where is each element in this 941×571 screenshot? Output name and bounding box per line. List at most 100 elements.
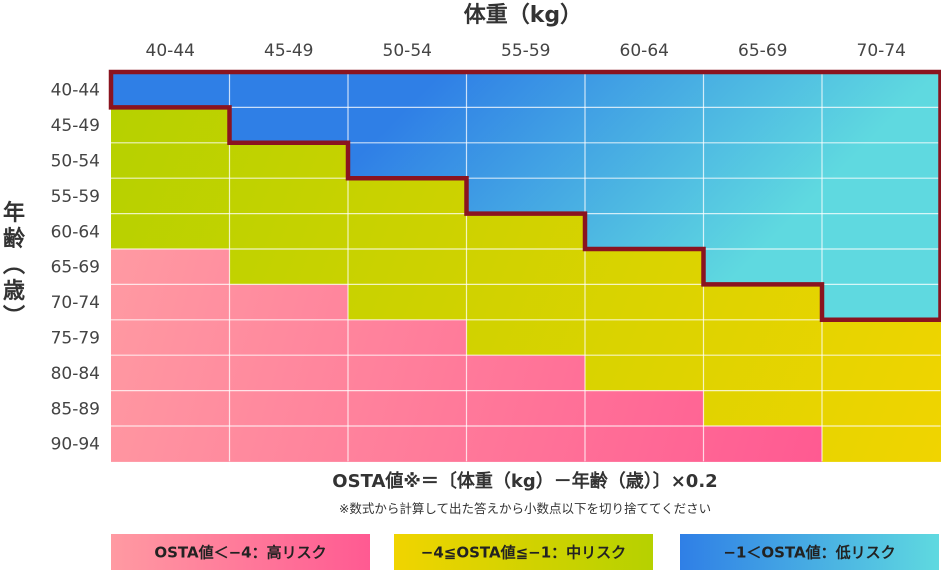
x-tick-labels: 40-44 45-49 50-54 55-59 60-64 65-69 70-74: [146, 41, 906, 61]
y-tick-label: 50-54: [51, 152, 100, 172]
heatmap-cell-high: [585, 390, 704, 427]
heatmap-cell-mid: [703, 355, 823, 392]
legend-swatch-high: [111, 534, 370, 570]
heatmap-cell-mid: [585, 249, 704, 285]
heatmap-cell-mid: [822, 319, 941, 356]
heatmap-cell-mid: [822, 355, 941, 392]
heatmap-cell-low: [585, 72, 704, 108]
heatmap-cell-low: [822, 107, 941, 144]
x-tick-label: 40-44: [146, 41, 195, 61]
heatmap-cell-mid: [111, 213, 230, 250]
x-tick-label: 45-49: [264, 41, 313, 61]
heatmap-cell-mid: [585, 284, 704, 321]
heatmap-cell-low: [348, 72, 467, 108]
heatmap-cell-low: [822, 178, 941, 215]
heatmap-cell-high: [348, 426, 467, 462]
heatmap-cell-low: [111, 72, 230, 108]
heatmap-cell-mid: [229, 142, 349, 179]
heatmap-cell-low: [229, 107, 349, 144]
heatmap-cell-mid: [466, 319, 586, 356]
formula-text: OSTA値※＝〔体重（kg）－年齢（歳）〕×0.2: [332, 470, 717, 492]
y-tick-label: 45-49: [51, 116, 100, 136]
heatmap-cell-mid: [703, 319, 823, 356]
heatmap-cell-high: [348, 390, 467, 427]
grid-lines: [111, 72, 941, 462]
legend-swatch-mid: [394, 534, 653, 570]
heatmap-cell-low: [229, 72, 349, 108]
heatmap-cell-low: [822, 249, 941, 285]
formula-note: ※数式から計算して出た答えから小数点以下を切り捨ててください: [339, 501, 711, 516]
heatmap-cell-mid: [229, 249, 349, 285]
x-axis-title: 体重（kg）: [464, 3, 582, 28]
heatmap-cell-mid: [585, 319, 704, 356]
heatmap-cell-low: [703, 213, 823, 250]
heatmap-cell-low: [703, 72, 823, 108]
heatmap-cell-mid: [466, 284, 586, 321]
heatmap-cell-low: [466, 72, 586, 108]
heatmap-cell-mid: [111, 107, 230, 144]
x-tick-label: 50-54: [383, 41, 432, 61]
heatmap-cell-mid: [348, 284, 467, 321]
legend-label-high: OSTA値＜−4：高リスク: [154, 544, 326, 562]
heatmap-cell-high: [466, 426, 586, 462]
x-tick-label: 70-74: [857, 41, 906, 61]
heatmap-cell-low: [703, 178, 823, 215]
heatmap-cell-low: [822, 213, 941, 250]
heatmap-cell-mid: [585, 355, 704, 392]
heatmap-cell-high: [111, 249, 230, 285]
heatmap-cell-low: [822, 72, 941, 108]
heatmap-cell-mid: [348, 249, 467, 285]
heatmap-cell-mid: [703, 284, 823, 321]
low-risk-boundary: [108, 69, 941, 323]
y-tick-label: 85-89: [51, 399, 100, 419]
heatmap-cell-mid: [348, 213, 467, 250]
heatmap-cell-mid: [111, 178, 230, 215]
legend-label-mid: −4≦OSTA値≦−1：中リスク: [421, 544, 626, 562]
heatmap-cell-high: [111, 355, 230, 392]
heatmap-cell-high: [229, 319, 349, 356]
heatmap-cell-high: [703, 426, 823, 462]
y-tick-label: 60-64: [51, 222, 100, 242]
heatmap-cell-mid: [822, 390, 941, 427]
heatmap-cell-mid: [348, 178, 467, 215]
heatmap-cell-high: [229, 355, 349, 392]
heatmap-cell-mid: [822, 426, 941, 462]
heatmap-cell-low: [585, 107, 704, 144]
y-tick-label: 70-74: [51, 293, 100, 313]
x-tick-label: 55-59: [501, 41, 550, 61]
heatmap-cell-high: [466, 355, 586, 392]
heatmap-cell-low: [703, 249, 823, 285]
heatmap-cell-mid: [229, 213, 349, 250]
legend-label-low: −1＜OSTA値：低リスク: [723, 544, 895, 562]
heatmap-cell-high: [111, 426, 230, 462]
heatmap-cell-high: [348, 355, 467, 392]
heatmap-cell-high: [348, 319, 467, 356]
y-tick-label: 80-84: [51, 364, 100, 384]
heatmap-cell-high: [111, 390, 230, 427]
heatmap-cell-low: [822, 284, 941, 321]
legend-swatch-low: [680, 534, 939, 570]
heatmap-cell-high: [111, 319, 230, 356]
y-axis-title: 年齢︵歳︶: [3, 200, 26, 330]
heatmap-cell-low: [703, 142, 823, 179]
heatmap-cell-low: [348, 142, 467, 179]
y-tick-labels: 40-44 45-49 50-54 55-59 60-64 65-69 70-74 75-79…: [51, 81, 100, 455]
heatmap-cell-low: [466, 178, 586, 215]
heatmap-cell-low: [466, 107, 586, 144]
heatmap-cell-high: [229, 390, 349, 427]
heatmap-cell-low: [822, 142, 941, 179]
heatmap-cell-high: [466, 390, 586, 427]
legend: OSTA値＜−4：高リスク −4≦OSTA値≦−1：中リスク −1＜OSTA値：低リ…: [111, 534, 939, 570]
heatmap-cell-high: [111, 284, 230, 321]
heatmap-cell-low: [585, 178, 704, 215]
heatmap-cell-mid: [466, 213, 586, 250]
heatmap-cell-low: [466, 142, 586, 179]
heatmap-cell-mid: [111, 142, 230, 179]
heatmap-cell-low: [348, 107, 467, 144]
heatmap-cell-high: [229, 284, 349, 321]
heatmap-cell-mid: [466, 249, 586, 285]
x-tick-label: 60-64: [620, 41, 669, 61]
y-tick-label: 75-79: [51, 329, 100, 349]
y-tick-label: 90-94: [51, 435, 100, 455]
y-tick-label: 40-44: [51, 81, 100, 101]
